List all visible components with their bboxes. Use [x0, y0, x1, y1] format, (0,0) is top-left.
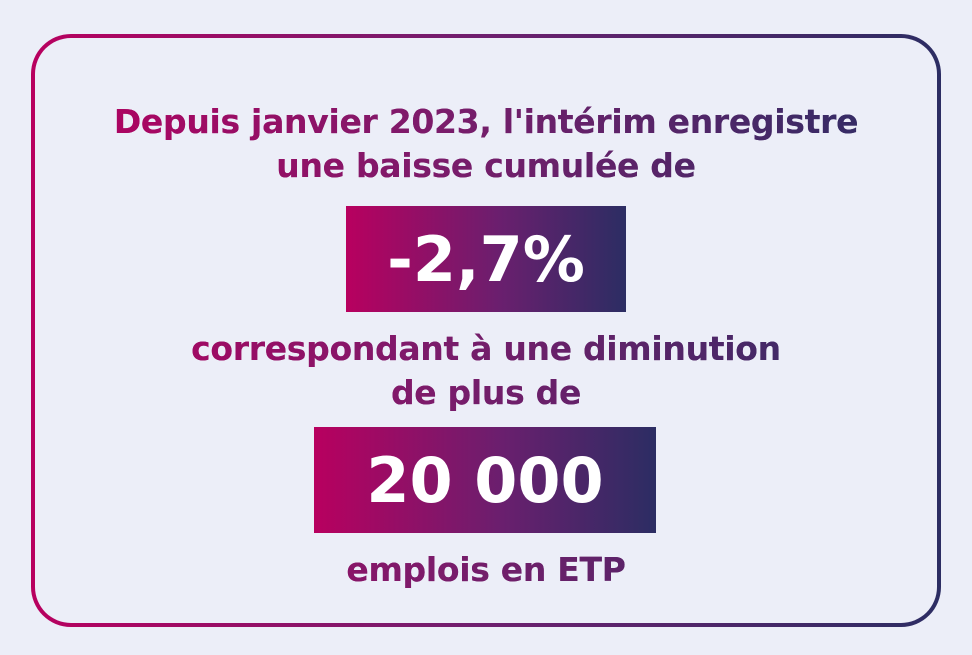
percentage-value: -2,7% — [387, 222, 585, 296]
percentage-box: -2,7% — [346, 206, 626, 312]
outro-text: emplois en ETP — [56, 548, 916, 592]
jobs-count-value: 20 000 — [366, 443, 604, 517]
intro-line-1: Depuis janvier 2023, l'intérim enregistr… — [56, 100, 916, 144]
outro-line-1: emplois en ETP — [56, 548, 916, 592]
middle-line-2: de plus de — [56, 371, 916, 415]
jobs-count-box: 20 000 — [314, 427, 656, 533]
intro-line-2: une baisse cumulée de — [56, 144, 916, 188]
intro-text: Depuis janvier 2023, l'intérim enregistr… — [56, 100, 916, 188]
middle-line-1: correspondant à une diminution — [56, 327, 916, 371]
middle-text: correspondant à une diminution de plus d… — [56, 327, 916, 415]
card-frame — [31, 34, 941, 627]
